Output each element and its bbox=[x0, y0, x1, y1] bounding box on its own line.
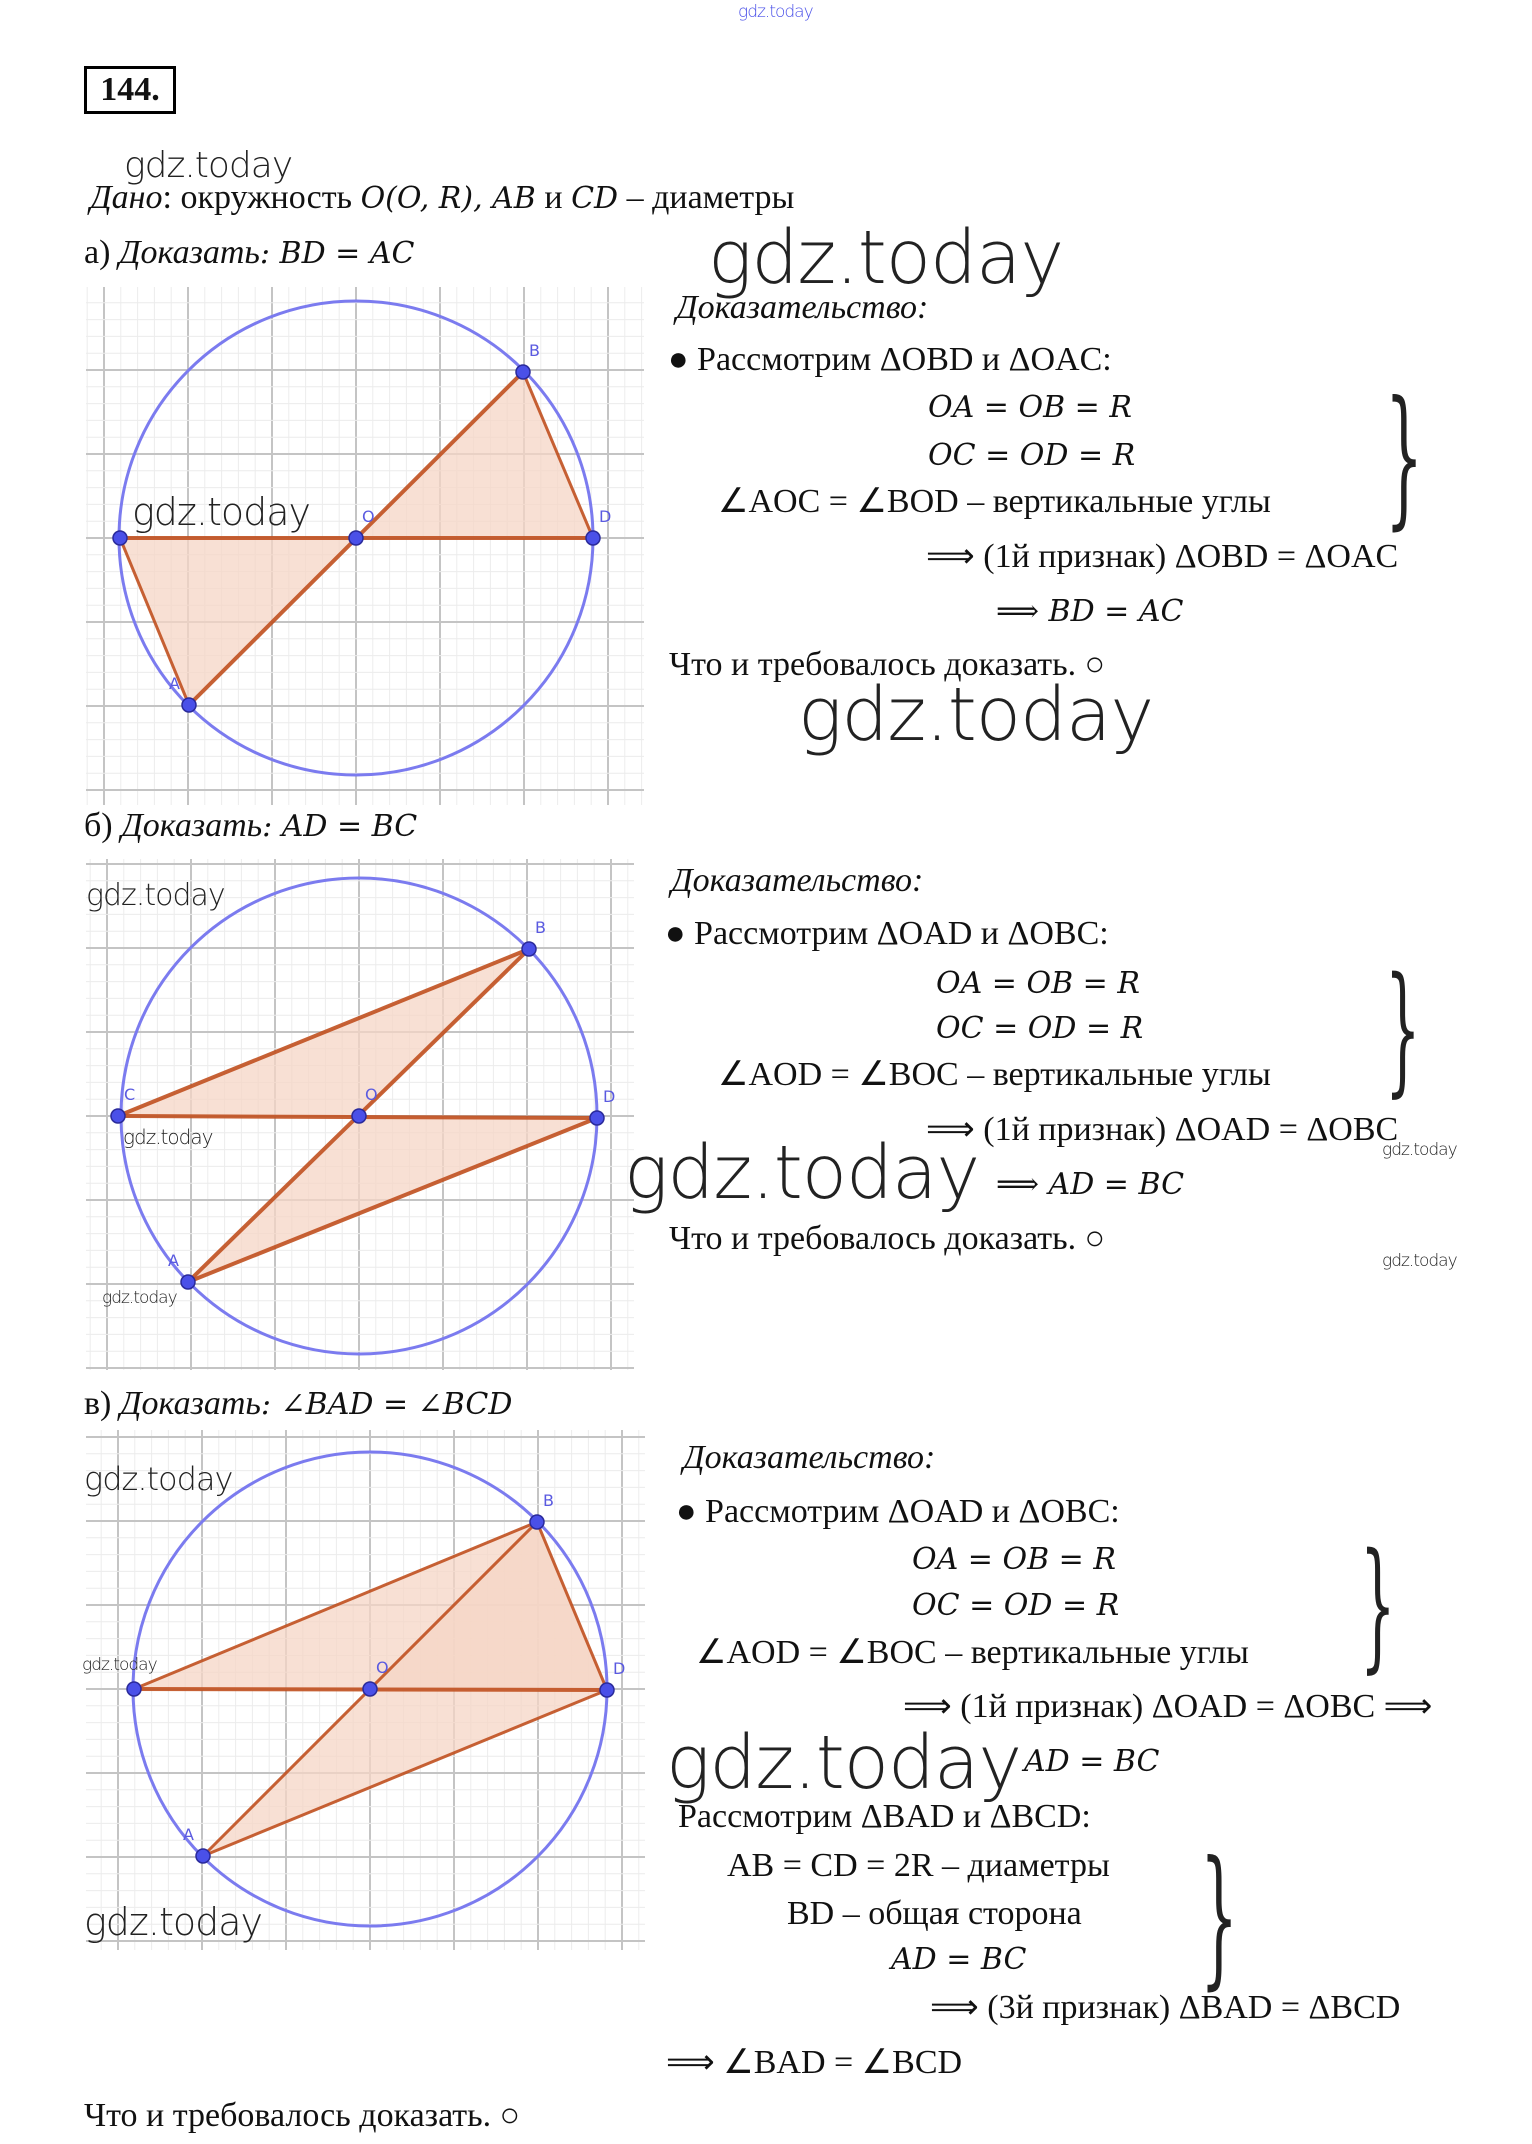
qed-b: Что и требовалось доказать. ○ bbox=[669, 1220, 1106, 1257]
figure-b: A B C D O bbox=[86, 859, 634, 1370]
segment-AD bbox=[187, 1116, 598, 1284]
brace: } bbox=[1360, 1524, 1396, 1687]
equation-c-5: BD – общая сторона bbox=[787, 1895, 1082, 1932]
proof-label-c: Доказательство: bbox=[683, 1439, 936, 1476]
point-C bbox=[112, 530, 128, 546]
proof-label-b: Доказательство: bbox=[671, 862, 924, 899]
watermark: gdz.today bbox=[132, 490, 311, 534]
segment-AD bbox=[202, 1688, 608, 1858]
consider-b: ● Рассмотрим ΔOAD и ΔOBC: bbox=[665, 915, 1109, 952]
point-B bbox=[515, 364, 531, 380]
problem-number: 144. bbox=[84, 66, 176, 114]
watermark: gdz.today bbox=[82, 1655, 158, 1675]
point-O bbox=[348, 530, 364, 546]
point-B bbox=[521, 941, 537, 957]
qed-a: Что и требовалось доказать. ○ bbox=[669, 646, 1106, 683]
consider-a: ● Рассмотрим ΔOBD и ΔOAC: bbox=[668, 341, 1112, 378]
point-label-A: A bbox=[168, 1251, 179, 1270]
equation-a-1: OA = OB = R bbox=[928, 390, 1132, 425]
point-label-B: B bbox=[543, 1491, 554, 1510]
watermark: gdz.today bbox=[124, 145, 293, 186]
equation-c-1: OA = OB = R bbox=[912, 1542, 1116, 1577]
implies-a-1: ⟹ (1й признак) ΔOBD = ΔOAC bbox=[926, 538, 1399, 575]
point-A bbox=[180, 1274, 196, 1290]
proof-label-a: Доказательство: bbox=[676, 289, 929, 326]
equation-c-3: ∠AOD = ∠BOC – вертикальные углы bbox=[696, 1634, 1249, 1671]
point-B bbox=[529, 1514, 545, 1530]
point-A bbox=[181, 697, 197, 713]
consider-c: ● Рассмотрим ΔOAD и ΔOBC: bbox=[676, 1493, 1120, 1530]
segment-CB bbox=[133, 1520, 538, 1691]
qed-c: Что и требовалось доказать. ○ bbox=[84, 2097, 521, 2134]
watermark: gdz.today bbox=[86, 878, 226, 913]
brace: } bbox=[1200, 1830, 1239, 2004]
point-label-O: O bbox=[376, 1658, 389, 1677]
equation-c-6: AD = BC bbox=[891, 1942, 1027, 1977]
task-a: а) Доказать: BD = AC bbox=[84, 234, 415, 271]
implies-a-2: ⟹ BD = AC bbox=[996, 594, 1184, 629]
task-c: в) Доказать: ∠BAD = ∠BCD bbox=[84, 1385, 513, 1422]
equation-b-2: OC = OD = R bbox=[936, 1011, 1144, 1046]
implies-c-1: ⟹ (1й признак) ΔOAD = ΔOBC ⟹ bbox=[903, 1688, 1433, 1725]
point-C bbox=[110, 1108, 126, 1124]
equation-c-2: OC = OD = R bbox=[912, 1588, 1120, 1623]
segment-BD bbox=[535, 1521, 609, 1691]
brace: } bbox=[1385, 948, 1421, 1111]
segment-BD bbox=[521, 371, 595, 539]
watermark: gdz.today bbox=[666, 1720, 1022, 1806]
implies-c-4: ⟹ ∠BAD = ∠BCD bbox=[666, 2044, 963, 2081]
watermark: gdz.today bbox=[798, 672, 1154, 758]
equation-b-3: ∠AOD = ∠BOC – вертикальные углы bbox=[718, 1056, 1271, 1093]
watermark: gdz.today bbox=[84, 1460, 233, 1498]
figure-c: A B D O bbox=[86, 1430, 645, 1950]
watermark: gdz.today bbox=[84, 1900, 263, 1944]
watermark: gdz.today bbox=[1382, 1140, 1458, 1160]
implies-b-1: ⟹ (1й признак) ΔOAD = ΔOBC bbox=[926, 1111, 1399, 1148]
watermark: gdz.today bbox=[1382, 1251, 1458, 1271]
implies-b-2: ⟹ AD = BC bbox=[996, 1167, 1185, 1202]
triangle-fill bbox=[356, 372, 593, 538]
figure-a: A B D O bbox=[86, 287, 644, 805]
triangle-fill bbox=[134, 1522, 607, 1690]
point-D bbox=[599, 1682, 615, 1698]
implies-c-2: AD = BC bbox=[1024, 1744, 1160, 1779]
point-C bbox=[126, 1681, 142, 1697]
given-statement: Дано: окружность O(O, R), AB и CD – диам… bbox=[90, 179, 795, 216]
watermark-top: gdz.today bbox=[738, 2, 814, 22]
point-label-D: D bbox=[613, 1659, 625, 1678]
watermark: gdz.today bbox=[624, 1130, 980, 1216]
equation-a-3: ∠AOC = ∠BOD – вертикальные углы bbox=[718, 483, 1271, 520]
point-label-D: D bbox=[603, 1087, 615, 1106]
point-label-C: C bbox=[124, 1085, 135, 1104]
implies-c-3: ⟹ (3й признак) ΔBAD = ΔBCD bbox=[930, 1989, 1401, 2026]
equation-a-2: OC = OD = R bbox=[928, 438, 1136, 473]
point-label-A: A bbox=[169, 674, 180, 693]
segment-AC bbox=[118, 537, 191, 706]
point-A bbox=[195, 1848, 211, 1864]
brace: } bbox=[1385, 370, 1424, 544]
point-O bbox=[362, 1681, 378, 1697]
point-label-D: D bbox=[599, 507, 611, 526]
watermark: gdz.today bbox=[123, 1125, 213, 1149]
point-label-B: B bbox=[535, 918, 546, 937]
segment-CB bbox=[117, 947, 530, 1118]
equation-b-1: OA = OB = R bbox=[936, 966, 1140, 1001]
consider-c-2: Рассмотрим ΔBAD и ΔBCD: bbox=[678, 1798, 1091, 1835]
equation-c-4: AB = CD = 2R – диаметры bbox=[727, 1847, 1110, 1884]
triangle-fill bbox=[120, 538, 356, 705]
task-b: б) Доказать: AD = BC bbox=[84, 807, 418, 844]
watermark: gdz.today bbox=[102, 1288, 178, 1308]
point-O bbox=[351, 1108, 367, 1124]
point-D bbox=[585, 530, 601, 546]
point-D bbox=[589, 1110, 605, 1126]
point-label-B: B bbox=[529, 341, 540, 360]
watermark: gdz.today bbox=[708, 215, 1064, 301]
point-label-O: O bbox=[365, 1085, 378, 1104]
point-label-O: O bbox=[362, 507, 375, 526]
point-label-A: A bbox=[183, 1825, 194, 1844]
